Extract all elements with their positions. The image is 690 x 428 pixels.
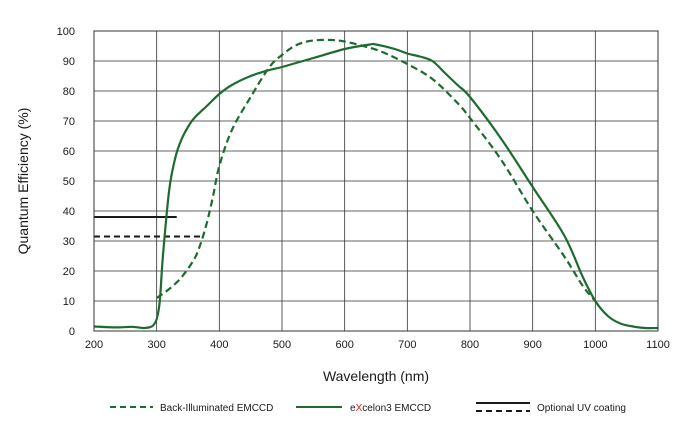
plot-frame (93, 30, 659, 332)
x-tick-label: 1000 (583, 339, 607, 351)
series-line-back-illuminated-emccd (156, 38, 597, 302)
y-tick-label: 80 (63, 86, 75, 98)
x-tick-label: 200 (85, 339, 103, 351)
y-tick-label: 40 (63, 206, 75, 218)
x-axis-title: Wavelength (nm) (323, 368, 429, 384)
y-tick-label: 0 (69, 326, 75, 338)
x-tick-label: 400 (210, 339, 228, 351)
tick-labels: 200 300 400 500 600 700 800 900 1000 1100 0 10 20 30 4… (57, 26, 670, 351)
legend: Back-Illuminated EMCCD eXcelon3 EMCCD Op… (110, 402, 626, 414)
legend-label-uv-coating: Optional UV coating (537, 403, 626, 414)
x-tick-label: 600 (335, 339, 353, 351)
legend-label-excelon3: eXcelon3 EMCCD (350, 403, 431, 414)
y-tick-label: 10 (63, 296, 75, 308)
plot-border (93, 30, 659, 332)
grid (93, 30, 659, 332)
legend-label-excelon3-suffix: celon3 EMCCD (362, 403, 431, 414)
uv-coating-lines (94, 216, 201, 238)
y-tick-label: 90 (63, 56, 75, 68)
y-tick-label: 30 (63, 236, 75, 248)
y-axis-title: Quantum Efficiency (%) (15, 108, 31, 255)
x-tick-label: 500 (273, 339, 291, 351)
x-tick-label: 800 (461, 339, 479, 351)
x-tick-label: 700 (398, 339, 416, 351)
y-tick-label: 50 (63, 176, 75, 188)
legend-label-excelon3-accent: X (356, 403, 363, 414)
legend-label-excelon3-prefix: e (350, 403, 356, 414)
x-tick-label: 300 (147, 339, 165, 351)
y-tick-label: 20 (63, 266, 75, 278)
x-tick-label: 1100 (646, 339, 670, 351)
x-tick-label: 900 (523, 339, 541, 351)
y-tick-label: 100 (57, 26, 75, 38)
series-line-excelon3-emccd (93, 42, 659, 330)
y-tick-label: 70 (63, 116, 75, 128)
legend-label-back-illuminated: Back-Illuminated EMCCD (160, 403, 273, 414)
y-tick-label: 60 (63, 146, 75, 158)
series-lines (93, 38, 659, 330)
